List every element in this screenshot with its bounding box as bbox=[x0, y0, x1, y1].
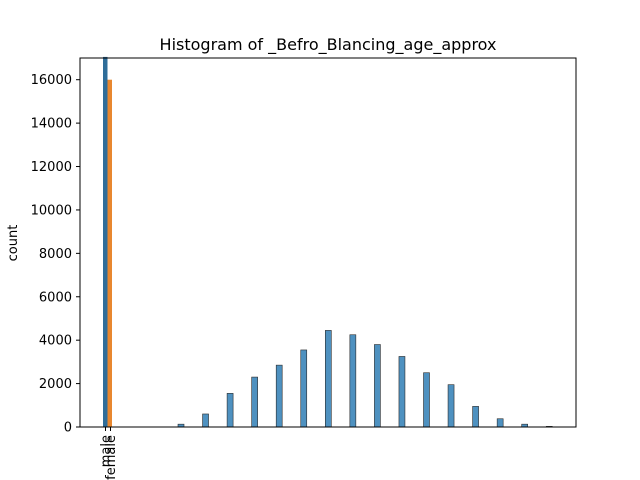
histogram-bar bbox=[349, 334, 357, 428]
histogram-bar bbox=[398, 356, 406, 428]
plot-frame bbox=[79, 57, 577, 428]
histogram-bar bbox=[496, 418, 504, 428]
histogram-bar bbox=[374, 344, 381, 428]
x-tick-label-male: male bbox=[99, 435, 114, 467]
chart-title: Histogram of _Befro_Blancing_age_approx bbox=[160, 35, 497, 55]
histogram-bar bbox=[226, 393, 234, 428]
y-tick-label: 14000 bbox=[31, 117, 72, 132]
y-tick-label: 10000 bbox=[31, 203, 72, 218]
x-tick-label-female: female bbox=[104, 435, 119, 480]
y-tick-label: 16000 bbox=[31, 73, 72, 88]
y-tick-label: 12000 bbox=[31, 160, 72, 175]
histogram-bar bbox=[275, 364, 283, 428]
y-tick-label: 2000 bbox=[39, 377, 72, 392]
histogram-bar bbox=[324, 330, 332, 428]
y-tick-label: 4000 bbox=[39, 334, 72, 349]
y-tick-label: 6000 bbox=[39, 290, 72, 305]
y-tick-label: 8000 bbox=[39, 247, 72, 262]
y-axis: 0 2000 4000 6000 8000 10000 12000 14000 16000 bbox=[31, 73, 80, 436]
bars-group bbox=[103, 56, 553, 428]
category-bar-male bbox=[103, 56, 108, 428]
histogram-bar bbox=[202, 413, 209, 428]
histogram-bar bbox=[251, 376, 258, 428]
histogram-bar bbox=[423, 372, 430, 428]
histogram-bar bbox=[472, 406, 479, 428]
category-bar-female bbox=[107, 79, 112, 428]
y-axis-title: count bbox=[6, 225, 21, 262]
y-tick-label: 0 bbox=[64, 421, 72, 436]
histogram-bar bbox=[300, 349, 308, 428]
histogram-bar bbox=[447, 384, 455, 428]
